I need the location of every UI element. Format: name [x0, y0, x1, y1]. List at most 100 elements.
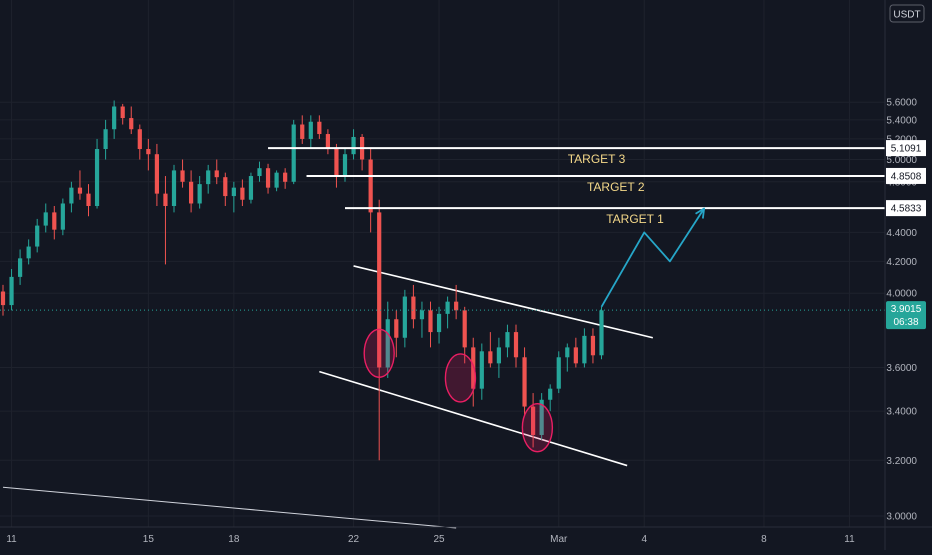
candle-body	[300, 124, 305, 139]
candle-body	[146, 149, 151, 155]
time-tick-label: Mar	[550, 534, 568, 545]
candle-body	[120, 106, 125, 119]
candle-body	[231, 187, 236, 197]
highlight-ellipse	[521, 402, 554, 453]
highlight-ellipse	[363, 328, 395, 378]
candle-body	[86, 193, 91, 206]
target-price-badge[interactable]	[886, 167, 926, 184]
price-tick-label: 4.4000	[886, 228, 917, 239]
candle-body	[214, 170, 219, 178]
target-name: TARGET 1	[606, 212, 664, 226]
candle-body	[573, 347, 578, 364]
candles	[0, 100, 604, 461]
candle-body	[137, 129, 142, 150]
candle-body	[163, 193, 168, 206]
candle-body	[471, 347, 476, 389]
long-trend-line	[2, 486, 457, 529]
target-price-badge[interactable]	[886, 140, 926, 157]
candle-body	[394, 319, 399, 338]
candle-body	[411, 296, 416, 320]
price-tick-label: 3.0000	[886, 512, 917, 523]
candle-body	[94, 149, 100, 206]
candle-body	[325, 134, 330, 150]
time-tick-label: 11	[844, 534, 855, 545]
countdown-label: 06:38	[893, 317, 918, 328]
candle-body	[223, 177, 228, 197]
candle-body	[9, 276, 14, 306]
price-tick-label: 3.6000	[886, 363, 917, 374]
highlight-ellipse	[444, 353, 477, 403]
candle-body	[522, 357, 527, 407]
candle-body	[283, 172, 288, 182]
candle-body	[505, 332, 510, 348]
time-tick-label: 11	[6, 534, 17, 545]
currency-label: USDT	[893, 10, 920, 21]
candle-body	[171, 170, 177, 206]
candle-body	[454, 301, 459, 311]
candle-body	[129, 118, 134, 130]
candle-body	[436, 313, 442, 333]
time-tick-label: 8	[761, 534, 767, 545]
candle-body	[240, 187, 245, 200]
currency-badge[interactable]: USDT	[889, 4, 925, 23]
candle-body	[274, 172, 279, 188]
candle-body	[308, 121, 313, 139]
candle-body	[26, 246, 31, 259]
candle-body	[180, 170, 185, 182]
target-price-badge[interactable]	[886, 200, 926, 217]
projection	[600, 207, 705, 308]
candle-body	[257, 168, 262, 177]
price-tick-label: 5.6000	[886, 98, 917, 109]
candle-body	[582, 335, 587, 364]
candle-body	[35, 225, 40, 247]
candle-body	[154, 154, 159, 194]
time-tick-label: 4	[641, 534, 647, 545]
time-tick-label: 22	[348, 534, 360, 545]
candle-body	[402, 296, 407, 338]
time-tick-label: 18	[228, 534, 240, 545]
time-axis[interactable]: 11 15 18 22 25 Mar 4 8 11	[0, 526, 932, 545]
candle-body	[368, 159, 373, 213]
candle-body	[112, 106, 117, 130]
target-price-label: 4.5833	[891, 204, 922, 215]
target-price-label: 5.1091	[891, 144, 922, 155]
price-tick-label: 5.0000	[886, 155, 917, 166]
time-tick-label: 15	[143, 534, 155, 545]
candle-body	[479, 351, 484, 389]
highlight-zones	[363, 328, 554, 453]
candle-body	[548, 388, 553, 400]
candle-body	[103, 129, 108, 150]
candle-body	[334, 149, 339, 177]
current-price-label: 3.9015	[891, 304, 922, 315]
price-tick-label: 5.2000	[886, 134, 917, 145]
candle-body	[428, 310, 433, 333]
candle-body	[317, 121, 322, 135]
price-axis[interactable]: 5.60005.40005.20005.00004.80004.40004.20…	[884, 0, 926, 550]
candle-body	[52, 212, 57, 230]
candle-body	[445, 301, 450, 314]
current-price-badge[interactable]	[886, 301, 926, 330]
candle-body	[248, 176, 254, 200]
channel-lower-line	[319, 370, 628, 467]
candle-body	[377, 212, 382, 368]
candle-body	[0, 291, 6, 306]
projection-path	[600, 208, 705, 308]
candle-body	[342, 154, 348, 177]
grid-lines	[0, 0, 885, 527]
candle-body	[18, 258, 23, 277]
price-tick-label: 5.4000	[886, 115, 917, 126]
target-name: TARGET 2	[587, 180, 645, 194]
candle-body	[291, 124, 296, 182]
candle-body	[189, 181, 194, 204]
candle-body	[77, 187, 83, 194]
projection-arrowhead	[695, 207, 705, 219]
candle-body	[488, 351, 493, 364]
target-lines: TARGET 3 TARGET 2 TARGET 1	[0, 147, 885, 311]
candle-body	[69, 187, 74, 204]
price-tick-label: 3.2000	[886, 456, 917, 467]
price-tick-label: 3.4000	[886, 407, 917, 418]
candle-body	[556, 357, 561, 389]
candle-body	[43, 212, 48, 226]
